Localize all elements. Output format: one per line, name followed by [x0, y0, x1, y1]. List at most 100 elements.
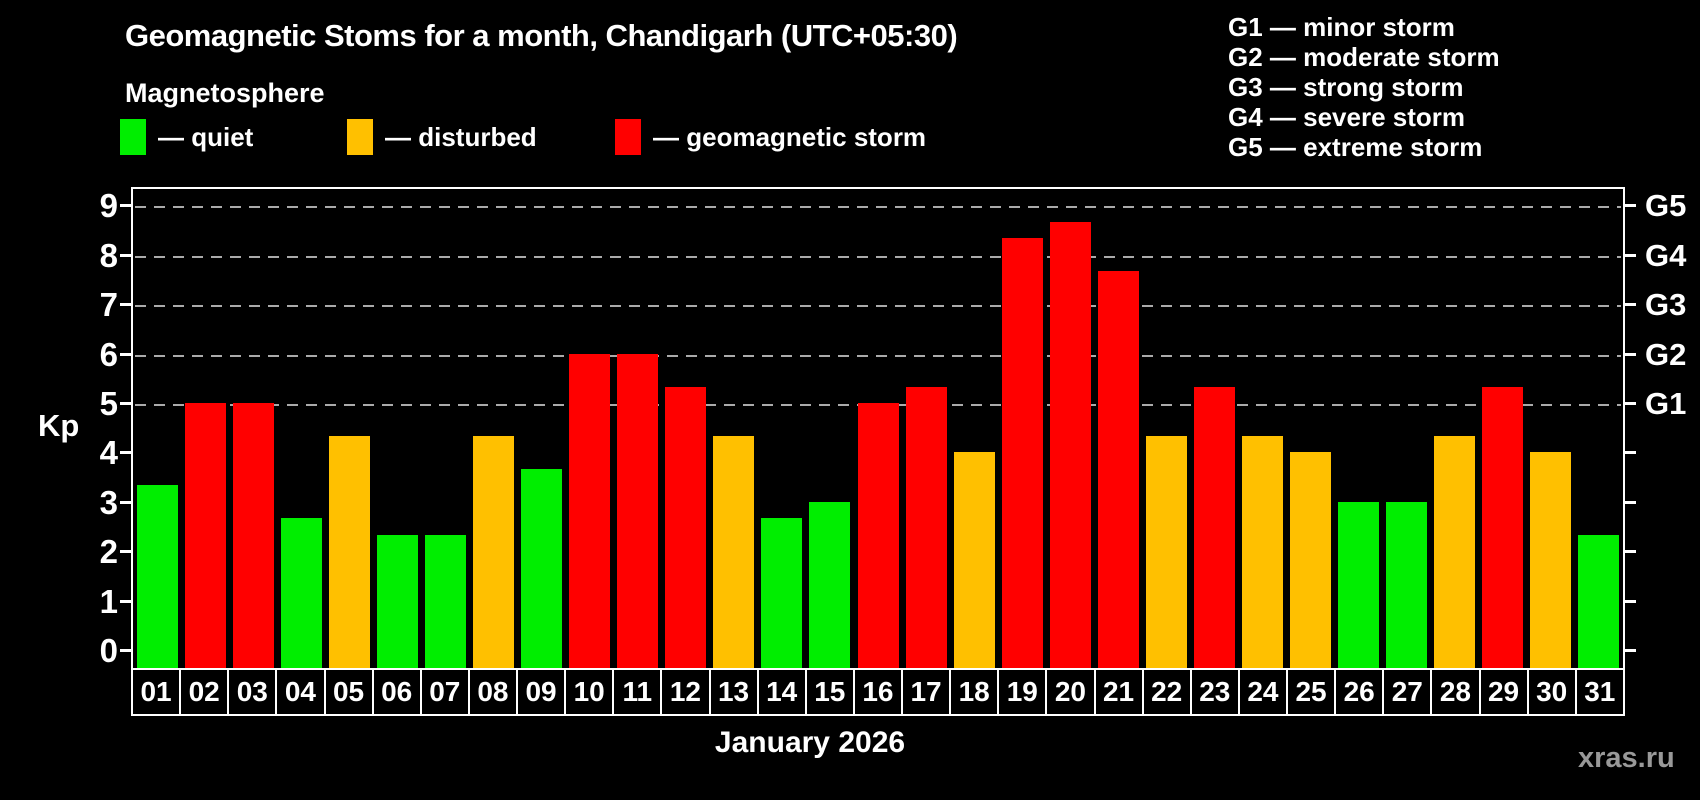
kp-bar-day-21	[1097, 271, 1139, 668]
kp-bar-day-02	[184, 403, 226, 668]
kp-bar-day-01	[136, 485, 178, 668]
disturbed-color-swatch	[347, 119, 373, 155]
y-tick-label-3: 3	[99, 483, 118, 521]
day-cell-07: 07	[419, 668, 470, 716]
day-cell-21: 21	[1093, 668, 1144, 716]
storm-scale-g1: G1 — minor storm	[1228, 12, 1455, 42]
day-cell-13: 13	[708, 668, 759, 716]
y-tick-label-4: 4	[99, 434, 118, 472]
plot-area	[131, 187, 1625, 668]
day-cell-29: 29	[1478, 668, 1529, 716]
legend-item-quiet: — quiet	[120, 118, 253, 156]
day-cell-18: 18	[949, 668, 1000, 716]
watermark: xras.ru	[1578, 742, 1675, 774]
kp-bar-day-08	[472, 436, 514, 668]
kp-bar-day-23	[1193, 386, 1235, 668]
legend-quiet-label: — quiet	[158, 121, 254, 152]
kp-bar-day-10	[569, 353, 611, 668]
day-cell-14: 14	[756, 668, 807, 716]
day-cell-04: 04	[275, 668, 326, 716]
right-tick-kp-2	[1625, 550, 1636, 554]
right-tick-kp-7	[1625, 303, 1636, 307]
storm-scale-legend: G1 — minor storm G2 — moderate storm G3 …	[1228, 12, 1500, 162]
kp-bar-day-07	[424, 534, 466, 668]
day-cell-02: 02	[179, 668, 230, 716]
day-cell-03: 03	[227, 668, 278, 716]
day-cell-08: 08	[467, 668, 518, 716]
kp-bar-day-17	[905, 386, 947, 668]
right-tick-kp-0	[1625, 649, 1636, 652]
x-axis-title: January 2026	[714, 726, 906, 759]
right-axis-label-g1: G1	[1645, 386, 1687, 421]
day-cell-26: 26	[1334, 668, 1385, 716]
day-cell-05: 05	[323, 668, 374, 716]
right-tick-kp-1	[1625, 599, 1636, 603]
chart-subtitle: Magnetosphere	[125, 78, 325, 108]
left-tick-kp-5	[120, 402, 131, 405]
kp-bar-day-26	[1338, 501, 1380, 668]
storm-scale-g5: G5 — extreme storm	[1228, 132, 1483, 162]
kp-bar-day-30	[1530, 452, 1572, 668]
y-tick-label-2: 2	[99, 533, 118, 571]
y-tick-label-6: 6	[99, 335, 118, 373]
right-tick-kp-8	[1625, 253, 1636, 257]
day-cell-20: 20	[1045, 668, 1096, 716]
kp-bar-day-29	[1482, 386, 1524, 668]
kp-bar-day-31	[1578, 534, 1620, 668]
kp-bar-day-03	[232, 403, 274, 668]
day-cell-27: 27	[1382, 668, 1433, 716]
kp-bar-day-04	[280, 518, 322, 668]
day-cell-28: 28	[1430, 668, 1481, 716]
kp-bar-day-27	[1386, 501, 1428, 668]
storm-scale-g3: G3 — strong storm	[1228, 72, 1464, 102]
kp-bar-day-19	[1001, 238, 1043, 668]
kp-bar-day-09	[521, 468, 563, 668]
kp-bar-day-11	[617, 353, 659, 668]
y-tick-label-7: 7	[99, 286, 118, 324]
right-tick-kp-5	[1625, 402, 1636, 405]
kp-bar-day-05	[328, 436, 370, 668]
y-tick-label-1: 1	[99, 582, 118, 620]
day-cell-16: 16	[852, 668, 903, 716]
kp-bar-day-28	[1434, 436, 1476, 668]
day-cell-30: 30	[1526, 668, 1577, 716]
day-cell-22: 22	[1141, 668, 1192, 716]
day-cell-24: 24	[1237, 668, 1288, 716]
left-tick-kp-0	[120, 649, 131, 652]
y-tick-label-8: 8	[99, 236, 118, 274]
x-axis-day-row: 01 02 03 04 05 06 07 08 09 10 11 12 13 14 15 16 17 18 19 20…	[131, 668, 1625, 716]
gridline-kp-8	[135, 255, 1621, 258]
day-cell-11: 11	[612, 668, 663, 716]
gridline-kp-7	[135, 305, 1621, 308]
right-tick-kp-4	[1625, 451, 1636, 455]
right-tick-kp-3	[1625, 500, 1636, 504]
kp-bar-day-24	[1242, 436, 1284, 668]
y-axis-title: Kp	[38, 408, 80, 443]
y-tick-label-0: 0	[99, 632, 118, 669]
legend-item-storm: — geomagnetic storm	[615, 118, 926, 156]
kp-bar-day-22	[1145, 436, 1187, 668]
left-tick-kp-6	[120, 352, 131, 356]
storm-scale-g4: G4 — severe storm	[1228, 102, 1466, 132]
legend-item-disturbed: — disturbed	[347, 118, 537, 156]
right-axis-label-g2: G2	[1645, 336, 1687, 372]
left-tick-kp-1	[120, 599, 131, 603]
kp-bar-day-06	[376, 534, 418, 668]
left-tick-kp-3	[120, 500, 131, 504]
storm-scale-g2: G2 — moderate storm	[1228, 42, 1500, 72]
page-title: Geomagnetic Stoms for a month, Chandigar…	[125, 18, 958, 53]
day-cell-25: 25	[1286, 668, 1337, 716]
day-cell-31: 31	[1574, 668, 1625, 716]
day-cell-19: 19	[997, 668, 1048, 716]
left-tick-kp-9	[120, 204, 131, 208]
right-axis-label-g4: G4	[1645, 237, 1687, 273]
right-axis-label-g3: G3	[1645, 287, 1687, 323]
kp-bar-day-12	[665, 386, 707, 668]
day-cell-10: 10	[564, 668, 615, 716]
y-tick-label-5: 5	[99, 385, 118, 422]
left-tick-kp-4	[120, 451, 131, 455]
gridline-kp-6	[135, 354, 1621, 357]
legend-storm-label: — geomagnetic storm	[653, 121, 927, 152]
day-cell-09: 09	[516, 668, 567, 716]
